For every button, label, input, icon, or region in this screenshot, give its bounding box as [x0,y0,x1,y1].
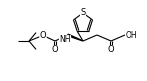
Text: OH: OH [126,31,138,40]
Text: S: S [80,8,86,17]
Polygon shape [68,34,83,41]
Text: O: O [52,46,58,55]
Text: O: O [108,46,114,55]
Text: O: O [40,31,46,40]
Text: NH: NH [59,35,71,44]
